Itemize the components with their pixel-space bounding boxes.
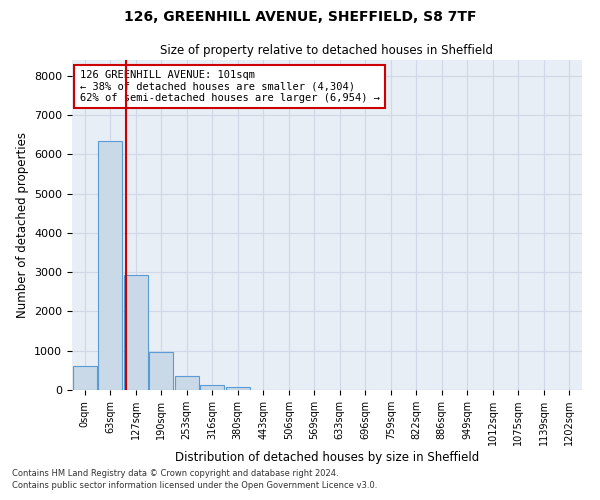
- Bar: [124, 276, 148, 390]
- Text: Contains HM Land Registry data © Crown copyright and database right 2024.
Contai: Contains HM Land Registry data © Crown c…: [12, 468, 377, 490]
- Bar: [226, 387, 250, 390]
- Bar: [98, 140, 122, 390]
- Bar: [149, 352, 173, 390]
- X-axis label: Distribution of detached houses by size in Sheffield: Distribution of detached houses by size …: [175, 451, 479, 464]
- Text: 126 GREENHILL AVENUE: 101sqm
← 38% of detached houses are smaller (4,304)
62% of: 126 GREENHILL AVENUE: 101sqm ← 38% of de…: [80, 70, 380, 103]
- Text: 126, GREENHILL AVENUE, SHEFFIELD, S8 7TF: 126, GREENHILL AVENUE, SHEFFIELD, S8 7TF: [124, 10, 476, 24]
- Bar: [175, 376, 199, 390]
- Bar: [200, 384, 224, 390]
- Bar: [73, 366, 97, 390]
- Title: Size of property relative to detached houses in Sheffield: Size of property relative to detached ho…: [161, 44, 493, 58]
- Y-axis label: Number of detached properties: Number of detached properties: [16, 132, 29, 318]
